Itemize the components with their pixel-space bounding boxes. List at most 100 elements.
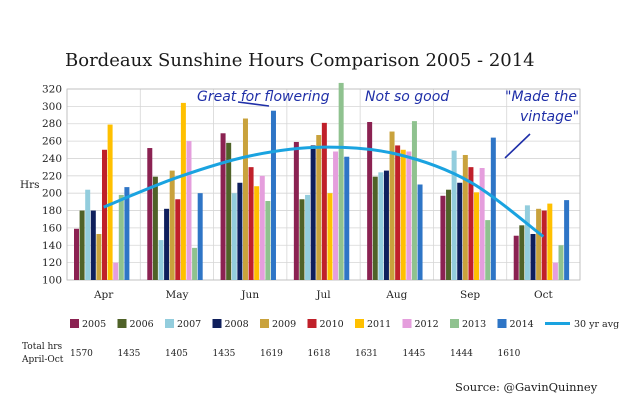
totals-row: 1570 1435 1405 1435 1619 1618 1631 1445 1444 1610 [70,349,521,359]
bar-2009-May [169,170,175,280]
bar-2012-May [186,141,192,280]
legend-label-2005: 2005 [82,319,106,330]
x-tick-label: May [165,289,188,301]
bar-2009-Sep [462,154,468,280]
bar-2013-Apr [118,194,124,280]
bar-2014-Oct [564,200,570,280]
total-value: 1435 [118,349,141,359]
y-tick-label: 200 [42,188,62,200]
y-tick-label: 300 [42,101,62,113]
x-tick-label: Jul [315,289,331,301]
bar-2014-Aug [417,184,423,280]
bar-2013-Jun [265,200,271,280]
x-tick-label: Apr [93,289,114,301]
total-value: 1619 [260,349,283,359]
y-tick-label: 140 [42,240,62,252]
bar-2006-Apr [79,210,85,280]
annotation-vintage-1: "Made the [505,89,577,105]
annotation-not-so-good: Not so good [365,89,449,105]
bar-2007-Apr [85,189,91,280]
total-value: 1445 [403,349,426,359]
total-value: 1444 [450,349,473,359]
bar-2010-Aug [395,145,401,280]
bar-2008-Oct [530,233,536,280]
total-value: 1435 [213,349,236,359]
legend-label-2008: 2008 [225,319,249,330]
bar-2006-Oct [519,225,525,280]
total-value: 1618 [308,349,331,359]
bar-2013-Oct [558,245,564,280]
bar-2008-May [164,208,170,280]
legend-label-2006: 2006 [130,319,154,330]
bar-2014-Jul [344,156,350,280]
bar-2010-Oct [541,210,547,280]
bar-2008-Aug [383,170,389,280]
y-tick-label: 240 [42,153,62,165]
bar-2010-Apr [102,149,107,280]
y-axis-label: Hrs [20,179,40,191]
annotation-vintage-arrow [504,133,531,159]
legend-swatch-2008 [212,319,222,328]
bar-2008-Sep [457,182,463,280]
bar-2014-Sep [490,137,496,280]
legend-label-2009: 2009 [272,319,296,330]
legend-label-2012: 2012 [415,319,439,330]
x-tick-labels: Apr May Jun Jul Aug Sep Oct [93,289,554,301]
total-value: 1610 [498,349,521,359]
bar-2006-Jun [226,142,232,280]
bar-2007-Jul [305,194,311,280]
legend-label-2013: 2013 [462,319,486,330]
bar-2012-Oct [552,262,558,280]
legend-swatch-2014 [497,319,507,328]
bar-2005-May [147,148,153,280]
legend-swatch-2005 [70,319,79,328]
bar-2012-Jun [259,175,265,280]
bar-2006-Aug [372,176,378,280]
bar-2011-May [180,102,186,281]
y-tick-label: 160 [42,222,62,234]
bar-2009-Oct [536,208,542,280]
legend-swatch-2006 [117,319,127,328]
totals-label-2: April-Oct [21,355,64,365]
legend-swatch-2009 [260,319,269,328]
bar-2005-Sep [440,195,446,280]
x-tick-label: Oct [534,289,553,301]
legend-label-2010: 2010 [320,319,344,330]
bar-2005-Jul [293,141,299,280]
bar-2011-Apr [107,124,113,280]
bar-2007-May [158,240,164,280]
bar-2008-Jul [310,145,316,280]
legend-swatch-2012 [402,319,412,328]
x-tick-label: Jun [240,289,259,301]
annotation-vintage-2: vintage" [520,109,579,125]
legend-swatch-2007 [165,319,174,328]
bar-2012-Apr [113,262,119,280]
bar-2008-Jun [237,182,243,280]
chart-title: Bordeaux Sunshine Hours Comparison 2005 … [65,50,535,71]
legend-label-2011: 2011 [367,319,391,330]
x-tick-label: Aug [385,289,407,301]
bar-2007-Sep [451,150,457,280]
bar-2007-Oct [524,205,530,280]
bar-2012-Jul [333,151,339,280]
total-value: 1405 [165,349,188,359]
annotations: Great for flowering Not so good "Made th… [197,89,579,159]
bar-2005-Apr [74,228,79,280]
bar-2006-Sep [446,189,452,280]
y-tick-label: 320 [42,84,62,96]
annotation-flowering: Great for flowering [197,89,330,105]
total-value: 1570 [70,349,93,359]
bar-2007-Jun [231,193,237,280]
y-tick-label: 180 [42,205,62,217]
bar-2006-May [152,176,158,280]
legend-label-avg: 30 yr avg [574,319,619,330]
bar-2006-Jul [299,199,305,280]
bar-2010-May [175,199,181,280]
bar-2009-Jul [316,135,322,280]
bar-2005-Jun [220,133,226,280]
bar-2009-Apr [96,233,102,280]
bar-2010-Jun [248,167,254,280]
total-value: 1631 [355,349,378,359]
bar-2013-May [192,247,198,280]
